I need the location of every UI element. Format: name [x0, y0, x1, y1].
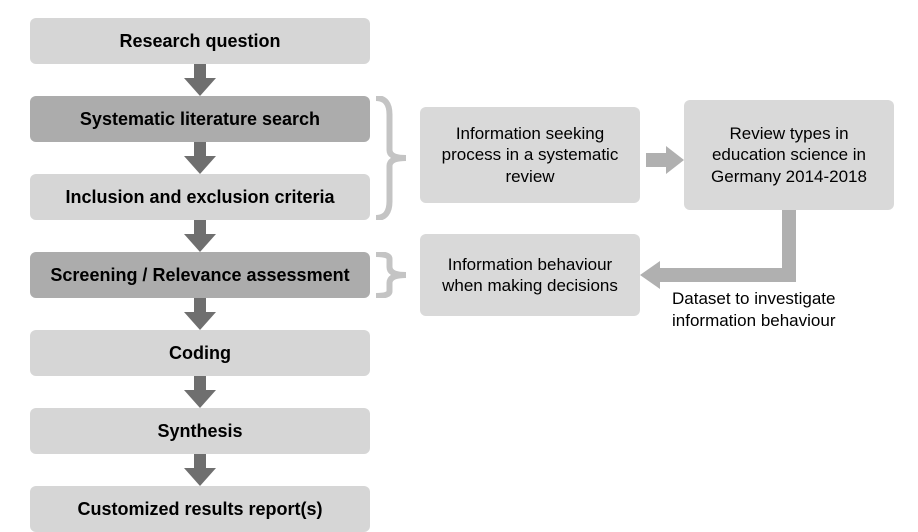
results-report: Customized results report(s): [30, 486, 370, 532]
review-types: Review types in education science in Ger…: [684, 100, 894, 210]
inclusion-exclusion-label: Inclusion and exclusion criteria: [65, 186, 334, 209]
info-seeking: Information seeking process in a systema…: [420, 107, 640, 203]
info-behaviour-label: Information behaviour when making decisi…: [432, 254, 628, 297]
coding-label: Coding: [169, 342, 231, 365]
elbow-label-line1: Dataset to investigate: [672, 288, 835, 310]
research-question-label: Research question: [119, 30, 280, 53]
info-seeking-label: Information seeking process in a systema…: [432, 123, 628, 187]
research-question: Research question: [30, 18, 370, 64]
results-report-label: Customized results report(s): [77, 498, 322, 521]
review-types-label: Review types in education science in Ger…: [696, 123, 882, 187]
arrow-to-review: [646, 146, 684, 179]
synthesis-label: Synthesis: [157, 420, 242, 443]
coding: Coding: [30, 330, 370, 376]
screening-label: Screening / Relevance assessment: [50, 264, 349, 287]
inclusion-exclusion: Inclusion and exclusion criteria: [30, 174, 370, 220]
bracket-bottom: [376, 252, 406, 303]
systematic-search-label: Systematic literature search: [80, 108, 320, 131]
elbow-label-line2: information behaviour: [672, 310, 835, 332]
systematic-search: Systematic literature search: [30, 96, 370, 142]
synthesis: Synthesis: [30, 408, 370, 454]
bracket-top: [376, 96, 406, 225]
elbow-label: Dataset to investigateinformation behavi…: [672, 288, 835, 332]
info-behaviour: Information behaviour when making decisi…: [420, 234, 640, 316]
screening: Screening / Relevance assessment: [30, 252, 370, 298]
